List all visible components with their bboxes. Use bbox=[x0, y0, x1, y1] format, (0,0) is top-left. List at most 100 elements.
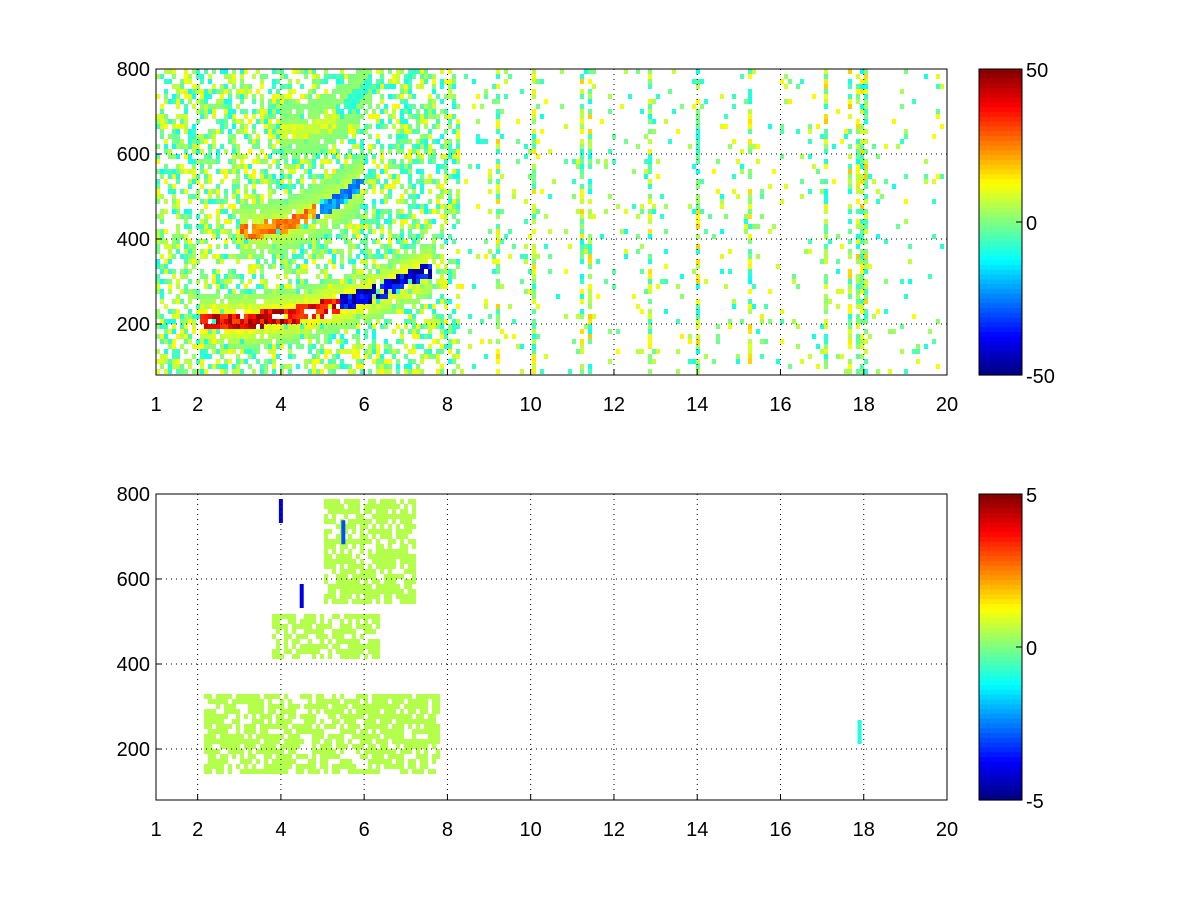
heatmap-cell bbox=[368, 719, 372, 724]
heatmap-cell bbox=[300, 244, 304, 249]
heatmap-cell bbox=[396, 279, 400, 284]
heatmap-cell bbox=[232, 699, 236, 704]
heatmap-cell bbox=[228, 109, 232, 114]
heatmap-cell bbox=[216, 89, 220, 94]
heatmap-cell bbox=[392, 179, 396, 184]
heatmap-cell bbox=[440, 329, 444, 334]
heatmap-cell bbox=[276, 654, 280, 659]
heatmap-cell bbox=[452, 369, 456, 374]
heatmap-cell bbox=[376, 289, 380, 294]
heatmap-cell bbox=[284, 184, 288, 189]
heatmap-cell bbox=[380, 234, 384, 239]
heatmap-cell bbox=[320, 224, 324, 229]
heatmap-cell bbox=[348, 164, 352, 169]
heatmap-cell bbox=[376, 509, 380, 514]
y-tick-label: 200 bbox=[117, 314, 150, 336]
heatmap-cell bbox=[376, 739, 380, 744]
heatmap-cell bbox=[336, 649, 340, 654]
heatmap-cell bbox=[316, 709, 320, 714]
heatmap-cell bbox=[864, 284, 868, 289]
heatmap-cell bbox=[300, 199, 304, 204]
heatmap-cell bbox=[236, 224, 240, 229]
heatmap-cell bbox=[452, 114, 456, 119]
heatmap-cell bbox=[260, 329, 264, 334]
heatmap-cell bbox=[292, 644, 296, 649]
heatmap-cell bbox=[312, 324, 316, 329]
heatmap-cell bbox=[884, 239, 888, 244]
heatmap-cell bbox=[428, 249, 432, 254]
heatmap-cell bbox=[820, 189, 824, 194]
heatmap-cell bbox=[648, 354, 652, 359]
heatmap-cell bbox=[312, 769, 316, 774]
heatmap-cell bbox=[388, 259, 392, 264]
heatmap-cell bbox=[344, 94, 348, 99]
heatmap-cell bbox=[648, 309, 652, 314]
heatmap-cell bbox=[360, 194, 364, 199]
heatmap-cell bbox=[256, 694, 260, 699]
heatmap-cell bbox=[336, 169, 340, 174]
heatmap-cell bbox=[452, 99, 456, 104]
heatmap-cell bbox=[292, 129, 296, 134]
heatmap-cell bbox=[284, 134, 288, 139]
heatmap-cell bbox=[340, 309, 344, 314]
heatmap-cell bbox=[336, 639, 340, 644]
heatmap-cell bbox=[648, 369, 652, 374]
heatmap-cell bbox=[216, 244, 220, 249]
heatmap-cell bbox=[304, 139, 308, 144]
heatmap-cell bbox=[824, 129, 828, 134]
heatmap-cell bbox=[320, 639, 324, 644]
heatmap-cell bbox=[360, 539, 364, 544]
heatmap-cell bbox=[420, 344, 424, 349]
heatmap-cell bbox=[768, 289, 772, 294]
heatmap-cell bbox=[648, 269, 652, 274]
heatmap-cell bbox=[384, 364, 388, 369]
heatmap-cell bbox=[224, 744, 228, 749]
heatmap-cell bbox=[340, 214, 344, 219]
heatmap-cell bbox=[228, 254, 232, 259]
heatmap-cell bbox=[344, 164, 348, 169]
heatmap-cell bbox=[324, 269, 328, 274]
heatmap-cell bbox=[588, 209, 592, 214]
heatmap-cell bbox=[376, 614, 380, 619]
heatmap-cell bbox=[388, 69, 392, 74]
heatmap-cell bbox=[444, 219, 448, 224]
heatmap-cell bbox=[496, 214, 500, 219]
heatmap-cell bbox=[304, 729, 308, 734]
heatmap-cell bbox=[864, 114, 868, 119]
heatmap-cell bbox=[716, 334, 720, 339]
heatmap-cell bbox=[228, 279, 232, 284]
heatmap-cell bbox=[188, 214, 192, 219]
heatmap-cell bbox=[580, 344, 584, 349]
heatmap-cell bbox=[572, 179, 576, 184]
heatmap-cell bbox=[856, 84, 860, 89]
heatmap-cell bbox=[224, 349, 228, 354]
heatmap-cell bbox=[240, 299, 244, 304]
heatmap-cell bbox=[340, 744, 344, 749]
heatmap-cell bbox=[792, 279, 796, 284]
heatmap-cell bbox=[824, 149, 828, 154]
heatmap-cell bbox=[300, 109, 304, 114]
heatmap-cell bbox=[288, 324, 292, 329]
heatmap-cell bbox=[436, 354, 440, 359]
heatmap-cell bbox=[436, 264, 440, 269]
heatmap-cell bbox=[328, 299, 332, 304]
heatmap-cell bbox=[176, 239, 180, 244]
heatmap-cell bbox=[356, 324, 360, 329]
heatmap-cell bbox=[280, 614, 284, 619]
heatmap-cell bbox=[232, 69, 236, 74]
heatmap-cell bbox=[328, 739, 332, 744]
heatmap-cell bbox=[340, 639, 344, 644]
heatmap-cell bbox=[220, 344, 224, 349]
colorbar-swatch bbox=[979, 265, 1022, 271]
heatmap-cell bbox=[160, 169, 164, 174]
heatmap-cell bbox=[364, 124, 368, 129]
heatmap-cell bbox=[180, 319, 184, 324]
heatmap-cell bbox=[344, 514, 348, 519]
heatmap-cell bbox=[484, 299, 488, 304]
heatmap-cell bbox=[352, 599, 356, 604]
heatmap-cell bbox=[432, 104, 436, 109]
heatmap-cell bbox=[156, 264, 160, 269]
heatmap-cell bbox=[308, 629, 312, 634]
heatmap-cell bbox=[336, 554, 340, 559]
